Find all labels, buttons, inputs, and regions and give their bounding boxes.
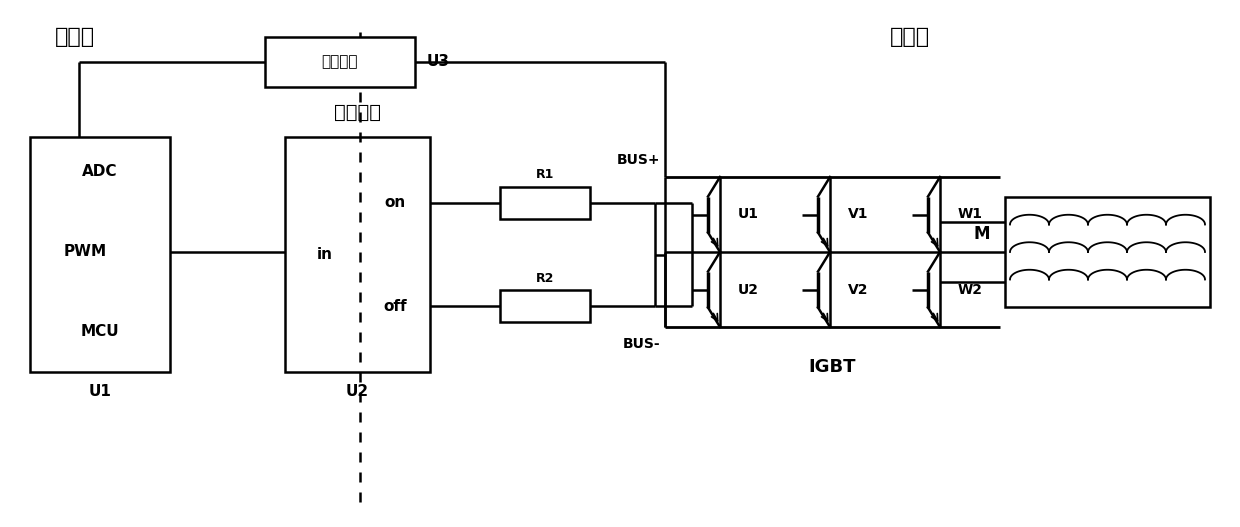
Text: V2: V2 xyxy=(848,282,868,297)
Bar xyxy=(1004,197,1210,307)
Text: 隔离驱动: 隔离驱动 xyxy=(334,102,381,122)
Text: ADC: ADC xyxy=(82,164,118,180)
Text: in: in xyxy=(317,247,334,262)
Bar xyxy=(30,137,170,372)
Text: R1: R1 xyxy=(536,168,554,181)
Text: 高压侧: 高压侧 xyxy=(890,27,930,47)
Bar xyxy=(500,187,590,219)
Text: IGBT: IGBT xyxy=(808,358,857,376)
Text: M: M xyxy=(973,225,990,243)
Text: 隔离采样: 隔离采样 xyxy=(321,54,358,70)
Text: W1: W1 xyxy=(959,208,983,221)
Text: PWM: PWM xyxy=(63,245,107,259)
Text: MCU: MCU xyxy=(81,325,119,339)
Text: BUS+: BUS+ xyxy=(616,153,660,167)
Bar xyxy=(285,137,430,372)
Text: U1: U1 xyxy=(738,208,759,221)
Text: U3: U3 xyxy=(427,54,450,70)
Text: U2: U2 xyxy=(738,282,759,297)
Text: U2: U2 xyxy=(346,385,370,399)
Text: on: on xyxy=(384,196,405,210)
Text: off: off xyxy=(383,299,407,314)
Bar xyxy=(265,37,415,87)
Text: 低压侧: 低压侧 xyxy=(55,27,95,47)
Text: BUS-: BUS- xyxy=(622,337,660,351)
Text: R2: R2 xyxy=(536,272,554,285)
Text: U1: U1 xyxy=(88,385,112,399)
Text: W2: W2 xyxy=(959,282,983,297)
Text: V1: V1 xyxy=(848,208,868,221)
Bar xyxy=(500,290,590,322)
